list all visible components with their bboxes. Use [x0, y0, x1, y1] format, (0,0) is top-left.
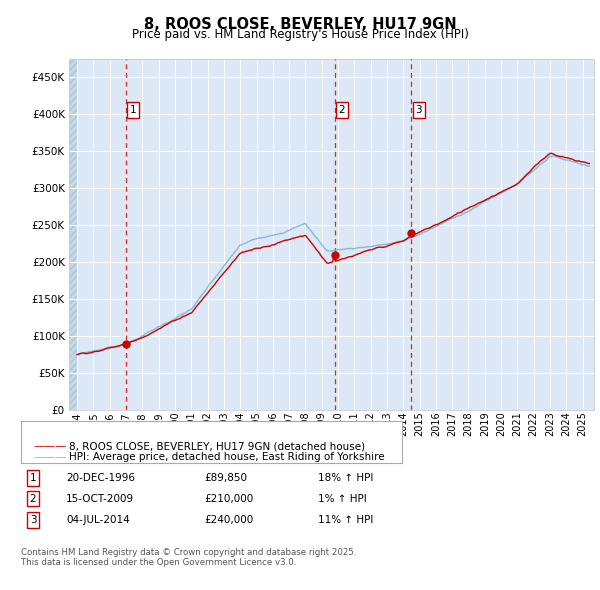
- Text: 20-DEC-1996: 20-DEC-1996: [66, 473, 135, 483]
- Text: £89,850: £89,850: [204, 473, 247, 483]
- Text: Price paid vs. HM Land Registry's House Price Index (HPI): Price paid vs. HM Land Registry's House …: [131, 28, 469, 41]
- Text: This data is licensed under the Open Government Licence v3.0.: This data is licensed under the Open Gov…: [21, 558, 296, 567]
- Text: 1: 1: [130, 105, 136, 115]
- Text: 2: 2: [29, 494, 37, 503]
- Text: 1% ↑ HPI: 1% ↑ HPI: [318, 494, 367, 503]
- Text: 04-JUL-2014: 04-JUL-2014: [66, 516, 130, 525]
- Text: ———: ———: [33, 441, 67, 451]
- Text: 1: 1: [29, 473, 37, 483]
- Text: Contains HM Land Registry data © Crown copyright and database right 2025.: Contains HM Land Registry data © Crown c…: [21, 548, 356, 556]
- Bar: [69, 59, 77, 410]
- Text: 8, ROOS CLOSE, BEVERLEY, HU17 9GN (detached house): 8, ROOS CLOSE, BEVERLEY, HU17 9GN (detac…: [69, 441, 365, 451]
- Text: 11% ↑ HPI: 11% ↑ HPI: [318, 516, 373, 525]
- Text: 15-OCT-2009: 15-OCT-2009: [66, 494, 134, 503]
- Text: HPI: Average price, detached house, East Riding of Yorkshire: HPI: Average price, detached house, East…: [69, 452, 385, 461]
- Text: £240,000: £240,000: [204, 516, 253, 525]
- Text: 8, ROOS CLOSE, BEVERLEY, HU17 9GN: 8, ROOS CLOSE, BEVERLEY, HU17 9GN: [143, 17, 457, 31]
- Text: 2: 2: [338, 105, 345, 115]
- Text: ———: ———: [33, 452, 67, 461]
- Text: 3: 3: [29, 516, 37, 525]
- Text: £210,000: £210,000: [204, 494, 253, 503]
- Text: 3: 3: [415, 105, 422, 115]
- Text: 18% ↑ HPI: 18% ↑ HPI: [318, 473, 373, 483]
